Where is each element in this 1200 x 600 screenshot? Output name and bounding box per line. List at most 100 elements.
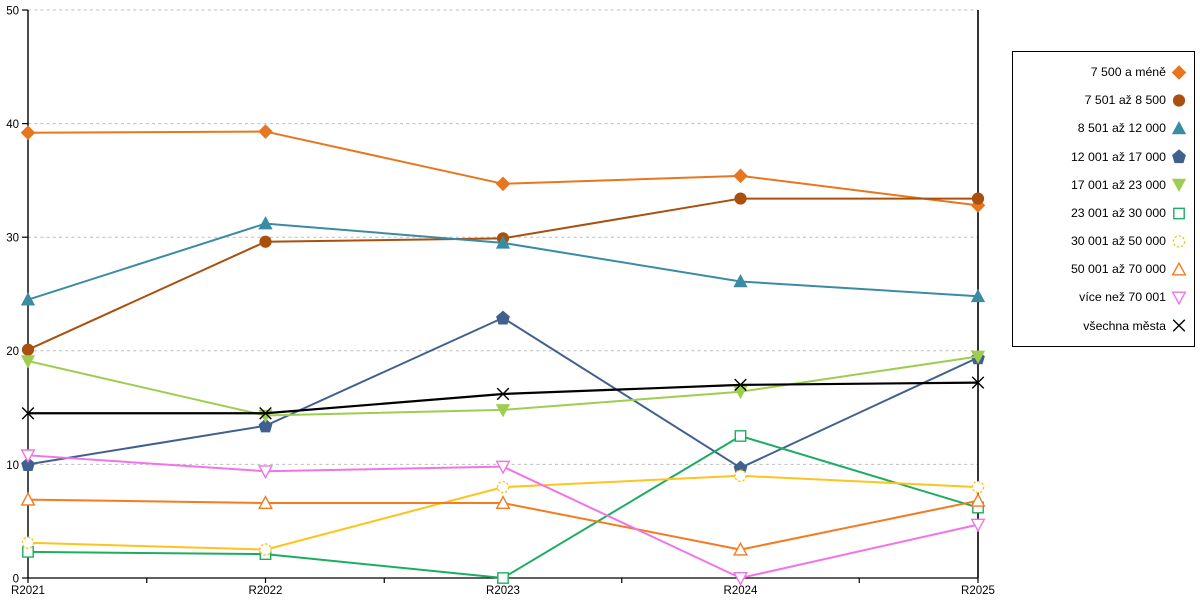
diamond-marker — [495, 176, 511, 192]
legend-item: všechna města — [1017, 318, 1187, 333]
circle-dashed-marker — [21, 536, 35, 550]
legend-label: 12 001 až 17 000 — [1070, 149, 1166, 164]
triangle-down-marker — [20, 355, 36, 369]
triangle-down-marker — [258, 465, 273, 480]
legend-label: 8 501 až 12 000 — [1077, 121, 1166, 136]
circle-marker — [259, 235, 272, 248]
series-line — [27, 130, 979, 207]
diamond-marker — [733, 168, 748, 184]
series-2 — [21, 192, 985, 356]
triangle-up-marker — [258, 216, 273, 230]
triangle-down-marker — [733, 385, 748, 400]
circle-marker — [1172, 94, 1186, 107]
triangle-down-legend-icon — [1171, 179, 1187, 193]
triangle-up-marker — [258, 495, 273, 510]
y-tick-label: 10 — [6, 460, 19, 472]
triangle-up-marker — [1171, 121, 1187, 135]
legend-label: 30 001 až 50 000 — [1070, 234, 1166, 249]
triangle-up-marker — [20, 292, 36, 306]
y-tick-label: 20 — [6, 346, 19, 358]
triangle-up-marker — [20, 491, 36, 506]
triangle-up-legend-icon — [1171, 261, 1187, 276]
circle-marker — [21, 343, 35, 356]
x-legend-icon — [1172, 319, 1186, 333]
x-marker — [1172, 319, 1186, 333]
circle-dashed-marker — [734, 469, 747, 483]
triangle-up-marker — [495, 235, 511, 249]
legend-label: více než 70 001 — [1079, 290, 1166, 305]
pentagon-marker — [21, 457, 35, 471]
legend-item: více než 70 001 — [1017, 290, 1187, 306]
triangle-down-marker — [733, 572, 748, 586]
x-tick-label: R2021 — [11, 585, 45, 597]
x-marker — [971, 376, 985, 389]
circle-dashed-marker — [259, 543, 272, 556]
circle-dashed-marker — [496, 480, 510, 494]
legend-label: 50 001 až 70 000 — [1070, 262, 1166, 277]
x-tick-label: R2025 — [961, 585, 995, 597]
legend-item: 8 501 až 12 000 — [1017, 121, 1187, 136]
triangle-down-marker — [20, 449, 36, 464]
triangle-up-legend-icon — [1171, 121, 1187, 135]
y-tick-label: 50 — [6, 5, 19, 17]
legend-label: 17 001 až 23 000 — [1070, 177, 1166, 192]
legend: 7 500 a méně 7 501 až 8 500 8 501 až 12 00… — [1012, 51, 1195, 347]
triangle-up-marker — [1171, 261, 1187, 276]
series-5 — [20, 350, 986, 424]
circle-dashed-marker — [971, 480, 985, 494]
pentagon-marker — [1172, 149, 1186, 164]
legend-item: 12 001 až 17 000 — [1017, 149, 1187, 164]
y-tick-label: 30 — [6, 233, 19, 245]
legend-label: 23 001 až 30 000 — [1070, 205, 1166, 220]
legend-item: 30 001 až 50 000 — [1017, 234, 1187, 249]
series-8 — [20, 491, 986, 556]
legend-item: 7 500 a méně — [1017, 64, 1187, 80]
square-marker — [734, 430, 747, 442]
square-marker — [497, 572, 509, 584]
triangle-up-marker — [733, 541, 748, 556]
diamond-marker — [20, 125, 36, 140]
circle-legend-icon — [1172, 94, 1186, 107]
diamond-legend-icon — [1171, 64, 1187, 80]
triangle-up-marker — [970, 492, 986, 507]
series-7 — [21, 469, 985, 556]
triangle-up-marker — [733, 274, 748, 288]
legend-label: 7 500 a méně — [1090, 64, 1166, 79]
x-tick-label: R2023 — [486, 585, 520, 597]
series-line — [27, 197, 978, 351]
diamond-marker — [258, 124, 273, 139]
y-tick-label: 0 — [13, 573, 19, 585]
square-marker — [1173, 207, 1185, 219]
square-legend-icon — [1173, 207, 1185, 219]
circle-marker — [734, 192, 747, 205]
x-marker — [21, 406, 35, 420]
circle-dashed-legend-icon — [1172, 234, 1186, 248]
triangle-down-marker — [1171, 179, 1187, 193]
legend-item: 50 001 až 70 000 — [1017, 261, 1187, 277]
triangle-up-marker — [970, 288, 986, 303]
triangle-down-marker — [495, 404, 511, 418]
series-10 — [21, 376, 985, 420]
x-marker — [734, 378, 747, 392]
diamond-marker — [1171, 64, 1187, 80]
x-tick-label: R2022 — [249, 585, 283, 597]
legend-item: 17 001 až 23 000 — [1017, 177, 1187, 193]
circle-marker — [971, 192, 985, 205]
legend-label: 7 501 až 8 500 — [1084, 93, 1166, 108]
x-marker — [496, 387, 510, 401]
series-9 — [20, 449, 986, 586]
series-3 — [20, 216, 986, 306]
x-marker — [259, 406, 272, 420]
pentagon-marker — [496, 310, 510, 325]
triangle-down-marker — [970, 350, 986, 364]
triangle-down-marker — [970, 518, 986, 533]
legend-item: 23 001 až 30 000 — [1017, 206, 1187, 221]
legend-label: všechna města — [1083, 318, 1166, 333]
pentagon-marker — [258, 418, 273, 433]
pentagon-legend-icon — [1172, 149, 1186, 164]
triangle-down-marker — [495, 460, 511, 475]
legend-item: 7 501 až 8 500 — [1017, 93, 1187, 108]
circle-dashed-marker — [1172, 234, 1186, 248]
